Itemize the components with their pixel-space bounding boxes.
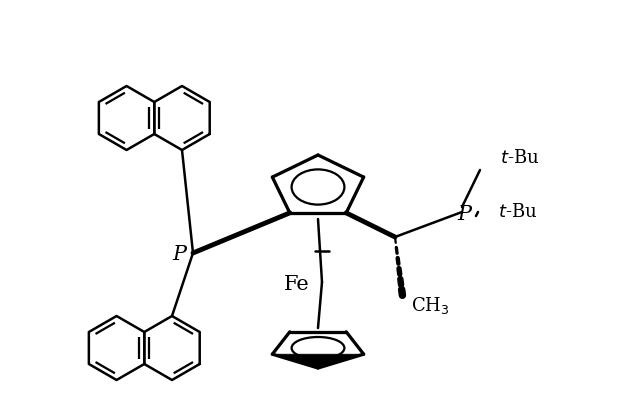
Text: CH$_3$: CH$_3$ [411,296,449,317]
Text: $t$-Bu: $t$-Bu [498,203,538,221]
Polygon shape [273,354,364,368]
Text: Fe: Fe [284,276,310,294]
Text: $t$-Bu: $t$-Bu [500,149,540,167]
Text: P: P [172,244,186,264]
Text: P: P [457,204,471,224]
